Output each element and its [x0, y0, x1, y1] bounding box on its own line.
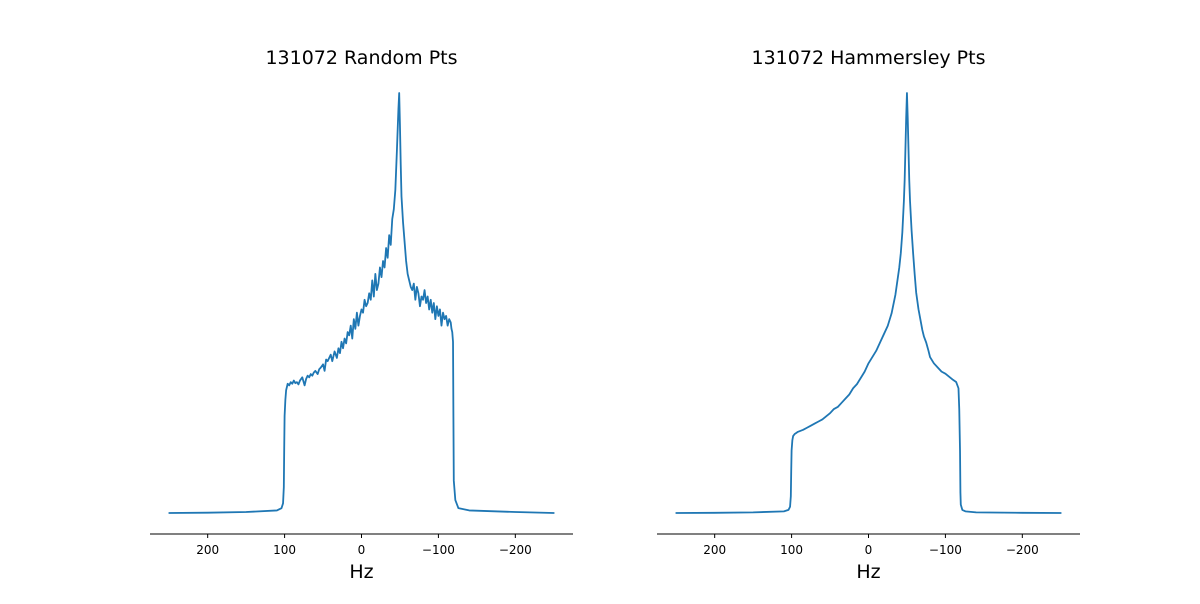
right-x-tick-label: 0	[865, 543, 873, 557]
right-chart-title: 131072 Hammersley Pts	[752, 47, 986, 69]
left-x-tick-label: −100	[422, 543, 455, 557]
right-x-tick-label: −100	[929, 543, 962, 557]
right-series-line	[675, 92, 1062, 514]
right-subplot: 131072 Hammersley Pts 200 100 0 −100 −200 Hz	[657, 47, 1080, 583]
left-x-tick-label: 100	[273, 543, 296, 557]
left-x-ticks: 200 100 0 −100 −200	[196, 534, 532, 557]
left-x-tick-label: −200	[499, 543, 532, 557]
left-subplot: 131072 Random Pts 200 100 0 −100 −200 Hz	[150, 47, 573, 583]
left-series-line	[168, 92, 555, 514]
right-x-tick-label: 100	[780, 543, 803, 557]
right-x-tick-label: −200	[1006, 543, 1039, 557]
right-x-tick-label: 200	[703, 543, 726, 557]
right-x-ticks: 200 100 0 −100 −200	[703, 534, 1039, 557]
left-chart-title: 131072 Random Pts	[265, 47, 457, 69]
right-x-axis-label: Hz	[856, 561, 880, 583]
left-x-axis-label: Hz	[349, 561, 373, 583]
left-x-tick-label: 200	[196, 543, 219, 557]
left-x-tick-label: 0	[358, 543, 366, 557]
